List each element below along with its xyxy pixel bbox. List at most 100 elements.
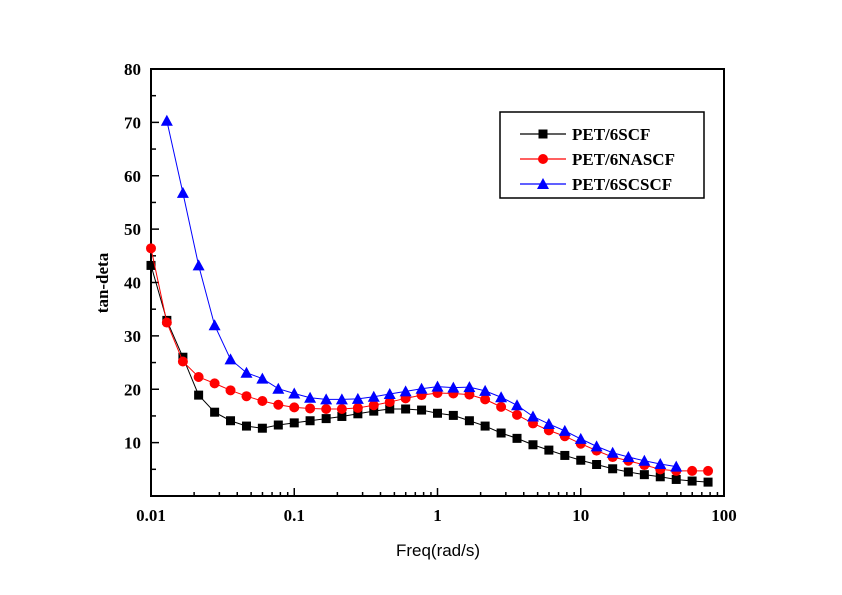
data-point (655, 472, 665, 482)
x-tick-label: 0.01 (136, 506, 166, 525)
data-point (321, 403, 332, 414)
data-point (241, 391, 252, 402)
legend-item: PET/6SCF (520, 125, 650, 144)
data-point (622, 451, 635, 463)
data-point (226, 416, 236, 426)
data-point (623, 467, 633, 477)
data-point (352, 402, 363, 413)
data-point (273, 399, 284, 410)
data-point (336, 403, 347, 414)
data-point (417, 405, 427, 415)
data-point (512, 409, 523, 420)
legend: PET/6SCF PET/6NASCF PET/6SCSCF (499, 111, 705, 199)
data-point (464, 416, 474, 426)
data-point (337, 411, 347, 421)
data-point (288, 387, 301, 399)
data-point (289, 402, 300, 413)
data-point (399, 385, 412, 397)
y-tick-label: 50 (124, 220, 141, 239)
data-point (463, 381, 476, 393)
y-tick-label: 80 (124, 60, 141, 79)
data-point (480, 394, 491, 405)
data-point (146, 260, 156, 270)
data-point (447, 381, 460, 393)
data-point (495, 391, 508, 403)
data-point (606, 446, 619, 458)
data-point (512, 433, 522, 443)
series-line (150, 265, 709, 483)
data-point (383, 388, 396, 400)
data-point (193, 371, 204, 382)
series-pet-6nascf (146, 243, 714, 476)
series-line (150, 248, 709, 472)
data-point (353, 409, 363, 419)
data-point (671, 474, 681, 484)
x-tick-label: 0.1 (284, 506, 305, 525)
data-point (576, 455, 586, 465)
data-point (208, 319, 221, 331)
data-point (335, 393, 348, 405)
data-point (305, 416, 315, 426)
data-point (511, 399, 524, 411)
y-tick-label: 30 (124, 327, 141, 346)
data-point (431, 380, 444, 392)
data-point (480, 421, 490, 431)
y-tick-label: 40 (124, 274, 141, 293)
legend-item: PET/6NASCF (520, 150, 675, 169)
legend-label: PET/6SCF (572, 125, 650, 144)
y-tick-label: 70 (124, 113, 141, 132)
y-axis-ticks: 10 20 30 40 50 60 70 80 (124, 60, 159, 471)
data-point (256, 372, 269, 384)
legend-item: PET/6SCSCF (520, 175, 672, 194)
data-point (241, 421, 251, 431)
legend-label: PET/6NASCF (572, 150, 675, 169)
legend-label: PET/6SCSCF (572, 175, 672, 194)
data-point (496, 401, 507, 412)
data-point (305, 403, 316, 414)
data-point (703, 477, 713, 487)
data-point (146, 243, 156, 254)
legend-marker (538, 154, 548, 164)
data-point (433, 408, 442, 418)
data-point (639, 470, 649, 480)
data-point (368, 400, 379, 411)
data-point (703, 465, 714, 476)
x-tick-label: 100 (711, 506, 737, 525)
data-point (558, 424, 571, 436)
data-point (608, 464, 618, 474)
data-point (194, 390, 204, 400)
data-point (321, 414, 331, 424)
series-pet-6scf (146, 260, 713, 487)
data-point (638, 454, 651, 466)
series-layer (146, 114, 714, 487)
data-point (367, 390, 380, 402)
x-tick-label: 1 (433, 506, 442, 525)
x-axis-title: Freq(rad/s) (396, 541, 480, 560)
y-tick-label: 20 (124, 380, 141, 399)
data-point (257, 395, 268, 406)
data-point (289, 418, 299, 428)
data-point (273, 420, 283, 430)
y-tick-label: 60 (124, 167, 141, 186)
data-point (160, 114, 173, 126)
data-point (192, 259, 205, 271)
data-point (687, 465, 698, 476)
data-point (257, 423, 267, 433)
data-point (687, 476, 697, 486)
data-point (385, 404, 395, 414)
data-point (177, 356, 188, 367)
x-tick-label: 10 (572, 506, 589, 525)
data-point (176, 186, 189, 198)
data-point (384, 397, 395, 408)
data-point (574, 432, 587, 444)
data-point (210, 407, 220, 417)
data-point (320, 393, 333, 405)
legend-marker (537, 178, 549, 189)
data-point (369, 406, 379, 416)
y-tick-label: 10 (124, 434, 141, 453)
data-point (654, 457, 667, 469)
data-point (304, 391, 317, 403)
data-point (225, 385, 236, 396)
x-axis-ticks: 0.01 0.1 1 10 100 (136, 488, 737, 525)
